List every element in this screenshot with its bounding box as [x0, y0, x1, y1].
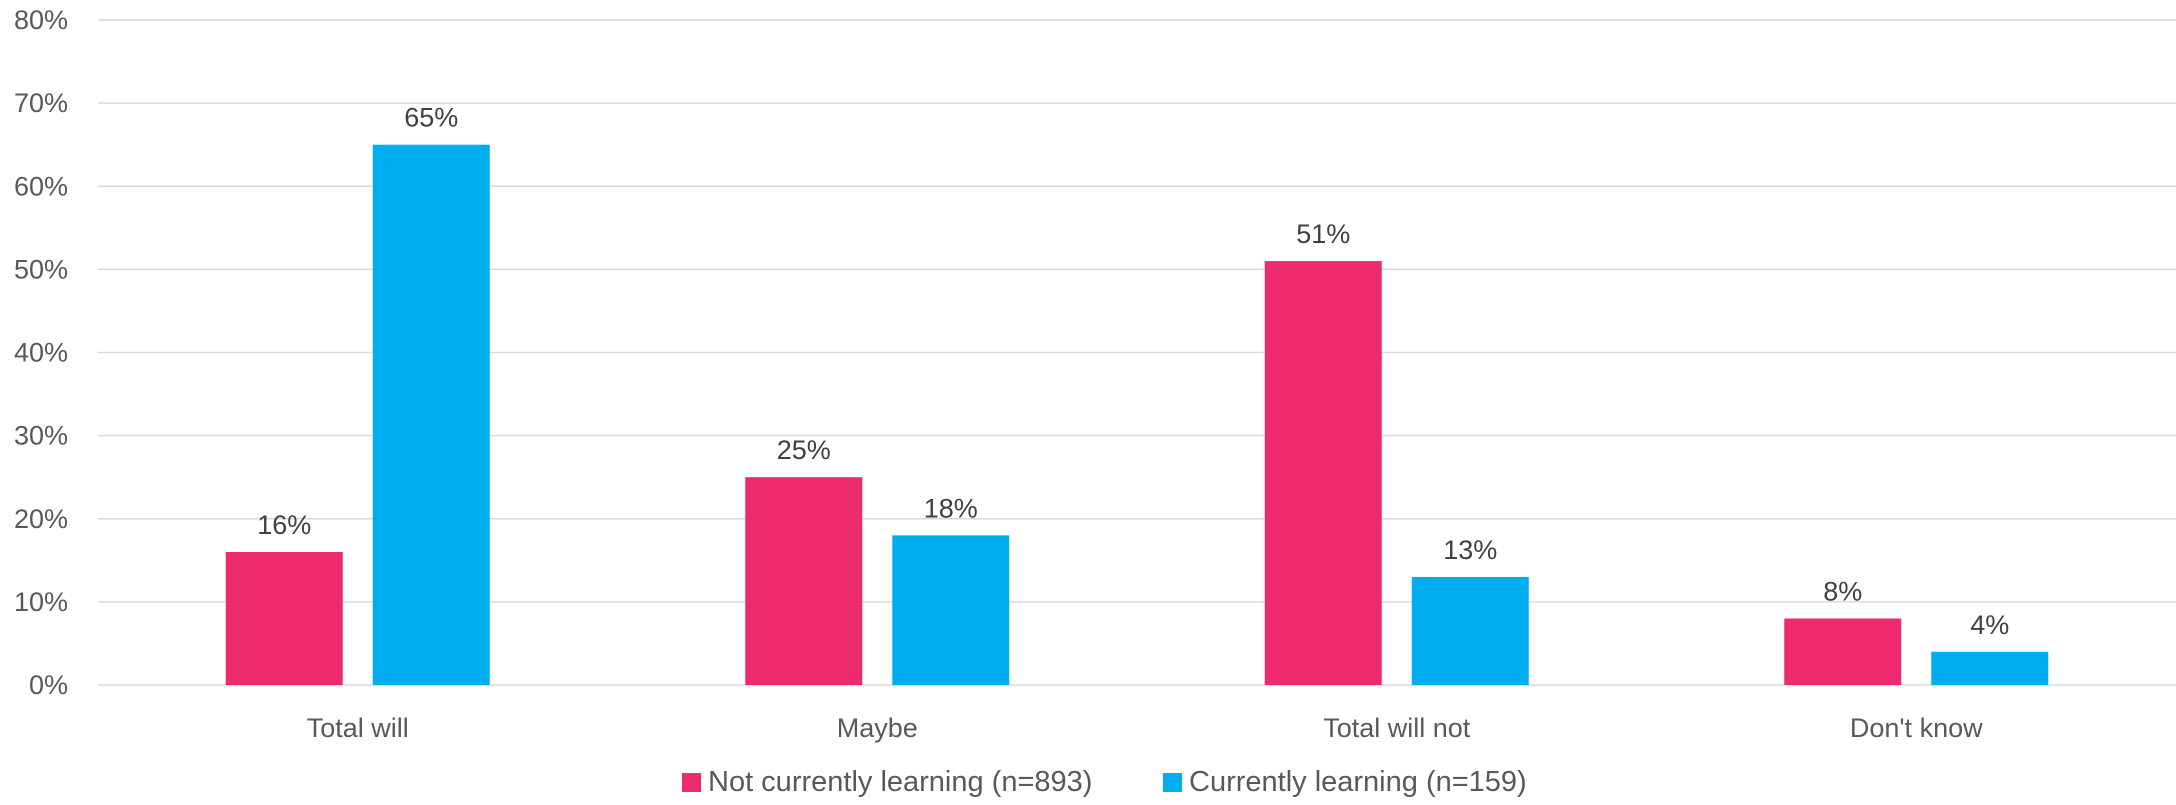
data-label: 4%	[1970, 610, 2009, 640]
data-label: 51%	[1296, 219, 1350, 249]
bar	[372, 144, 490, 685]
legend-item: Not currently learning (n=893)	[682, 766, 1092, 798]
x-axis-category-labels: Total will Maybe Total will not Don't know	[307, 713, 1983, 743]
y-tick-label: 20%	[14, 504, 68, 534]
x-tick-label: Don't know	[1850, 713, 1983, 743]
x-tick-label: Maybe	[837, 713, 918, 743]
y-tick-label: 10%	[14, 587, 68, 617]
legend: Not currently learning (n=893) Currently …	[682, 766, 1527, 798]
data-label: 16%	[257, 510, 311, 540]
bar	[1264, 261, 1382, 685]
bars	[225, 144, 2049, 685]
legend-item: Currently learning (n=159)	[1163, 766, 1527, 798]
bar	[892, 535, 1010, 685]
y-tick-label: 30%	[14, 421, 68, 451]
data-labels: 16% 65% 25% 18% 51% 13% 8% 4%	[257, 103, 2009, 640]
legend-swatch	[1163, 773, 1182, 792]
y-tick-label: 40%	[14, 338, 68, 368]
data-label: 13%	[1443, 535, 1497, 565]
y-axis-tick-labels: 0% 10% 20% 30% 40% 50% 60% 70% 80%	[14, 5, 68, 700]
data-label: 25%	[777, 435, 831, 465]
data-label: 18%	[924, 493, 978, 523]
bar	[1411, 576, 1529, 685]
x-tick-label: Total will	[307, 713, 409, 743]
bar	[225, 552, 343, 685]
bar	[1784, 618, 1902, 685]
bar	[745, 477, 863, 685]
legend-swatch	[682, 773, 701, 792]
x-tick-label: Total will not	[1323, 713, 1471, 743]
data-label: 65%	[404, 103, 458, 133]
y-tick-label: 60%	[14, 171, 68, 201]
data-label: 8%	[1823, 577, 1862, 607]
legend-label: Not currently learning (n=893)	[708, 766, 1092, 798]
y-tick-label: 50%	[14, 254, 68, 284]
y-tick-label: 0%	[29, 670, 68, 700]
y-tick-label: 70%	[14, 88, 68, 118]
legend-label: Currently learning (n=159)	[1189, 766, 1527, 798]
y-tick-label: 80%	[14, 5, 68, 35]
bar	[1931, 651, 2049, 685]
